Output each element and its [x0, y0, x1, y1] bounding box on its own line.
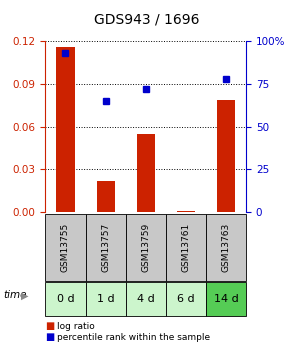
Text: ■: ■	[45, 321, 55, 331]
Text: 0 d: 0 d	[57, 294, 74, 304]
Text: 1 d: 1 d	[97, 294, 115, 304]
Text: GSM13757: GSM13757	[101, 223, 110, 272]
Text: GSM13763: GSM13763	[222, 223, 231, 272]
Bar	[97, 181, 115, 212]
Bar	[137, 134, 155, 212]
Text: time: time	[3, 290, 26, 300]
Text: 14 d: 14 d	[214, 294, 239, 304]
Bar	[57, 47, 74, 212]
Text: GDS943 / 1696: GDS943 / 1696	[94, 12, 199, 26]
Bar	[217, 100, 235, 212]
Text: log ratio: log ratio	[57, 322, 95, 331]
Text: ■: ■	[45, 333, 55, 342]
Text: 4 d: 4 d	[137, 294, 155, 304]
Text: GSM13755: GSM13755	[61, 223, 70, 272]
Text: GSM13759: GSM13759	[141, 223, 150, 272]
Text: percentile rank within the sample: percentile rank within the sample	[57, 333, 210, 342]
Text: ▶: ▶	[21, 291, 29, 301]
Text: GSM13761: GSM13761	[181, 223, 190, 272]
Text: 6 d: 6 d	[177, 294, 195, 304]
Bar	[177, 211, 195, 212]
